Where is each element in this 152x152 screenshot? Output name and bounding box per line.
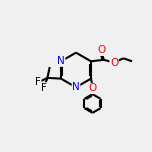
Text: F: F [41, 83, 47, 93]
Text: N: N [57, 56, 65, 66]
Text: O: O [110, 57, 118, 67]
Text: O: O [97, 45, 105, 55]
Text: F: F [35, 77, 41, 87]
Text: N: N [72, 82, 80, 92]
Text: O: O [89, 83, 97, 93]
